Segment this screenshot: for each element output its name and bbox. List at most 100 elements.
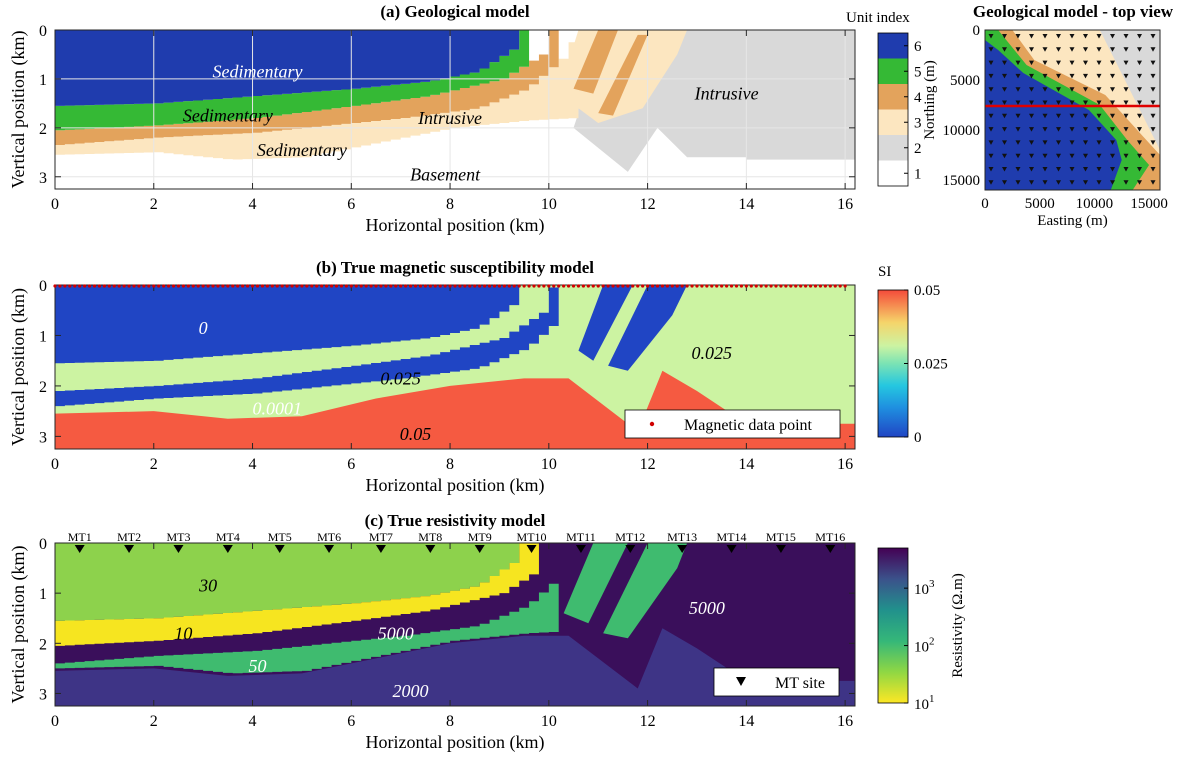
- magnetic-data-point: [631, 284, 635, 288]
- topview-station-marker: [1150, 167, 1156, 172]
- magnetic-legend-marker: [649, 421, 655, 427]
- magnetic-data-point: [804, 284, 808, 288]
- magnetic-data-point: [300, 284, 304, 288]
- magnetic-data-point: [478, 284, 482, 288]
- magnetic-data-point: [507, 284, 511, 288]
- topview-station-marker: [1150, 47, 1156, 52]
- topview-station-marker: [988, 87, 994, 92]
- topview-station-marker: [1069, 140, 1075, 145]
- topview-station-marker: [1002, 113, 1007, 119]
- susceptibility-label: 0.025: [380, 368, 421, 388]
- colorbar-swatch: [878, 109, 908, 135]
- topview-station-marker: [1056, 167, 1061, 172]
- topview-station-marker: [988, 113, 994, 119]
- magnetic-data-point: [196, 284, 200, 288]
- topview-station-marker: [988, 167, 994, 172]
- resistivity-label: 50: [248, 656, 266, 676]
- magnetic-data-point: [280, 284, 284, 288]
- magnetic-data-point: [641, 284, 645, 288]
- magnetic-data-point: [655, 284, 660, 288]
- magnetic-data-point: [690, 284, 694, 288]
- topview-station-marker: [1150, 180, 1156, 185]
- topview-station-marker: [1029, 73, 1034, 79]
- topview-station-marker: [1029, 100, 1034, 105]
- colorbar-tick-label: 3: [914, 115, 922, 131]
- topview-station-marker: [988, 180, 994, 185]
- colorbar-title: SI: [878, 264, 891, 280]
- magnetic-data-point: [838, 284, 842, 288]
- unit5-band: [55, 30, 530, 131]
- colorbar-tick-label: 6: [914, 39, 922, 55]
- magnetic-data-point: [404, 284, 408, 288]
- topview-y-tick-label: 0: [973, 23, 981, 39]
- x-tick-label: 2: [150, 456, 158, 473]
- topview-station-marker: [1083, 60, 1088, 66]
- topview-station-marker: [1042, 113, 1048, 119]
- magnetic-data-point: [784, 284, 788, 288]
- mt-site-label: MT2: [117, 530, 141, 544]
- magnetic-data-point: [260, 284, 265, 288]
- topview-station-marker: [1002, 167, 1007, 172]
- panel-b-title: (b) True magnetic susceptibility model: [316, 258, 594, 277]
- magnetic-data-point: [616, 284, 620, 288]
- x-tick-label: 2: [150, 713, 158, 730]
- resistivity-label: 5000: [378, 623, 414, 643]
- magnetic-data-point: [364, 284, 368, 288]
- topview-y-tick-label: 10000: [943, 123, 981, 139]
- magnetic-data-point: [112, 284, 116, 288]
- topview-station-marker: [988, 127, 994, 132]
- susceptibility-sliver: [608, 285, 688, 371]
- topview-station-marker: [1123, 127, 1129, 132]
- mt-site-label: MT13: [667, 530, 697, 544]
- magnetic-data-point: [586, 284, 590, 288]
- topview-station-marker: [1029, 167, 1034, 172]
- topview-station-marker: [1015, 113, 1021, 119]
- resistivity-label: 2000: [393, 681, 429, 701]
- colorbar-tick-label: 5: [914, 64, 922, 80]
- magnetic-data-point: [142, 284, 146, 288]
- colorbar-title: Resistivity (Ω.m): [950, 573, 966, 677]
- x-tick-label: 8: [446, 196, 454, 213]
- topview-station-marker: [1150, 100, 1156, 105]
- resistivity-sliver: [563, 543, 628, 624]
- magnetic-data-point: [670, 284, 674, 288]
- topview-station-marker: [1123, 47, 1129, 52]
- magnetic-data-point: [236, 284, 240, 288]
- x-tick-label: 4: [249, 196, 257, 213]
- magnetic-data-point: [171, 284, 176, 288]
- unit-label: Intrusive: [417, 108, 482, 128]
- mt-site-marker: [375, 545, 386, 553]
- topview-station-marker: [1002, 100, 1007, 105]
- colorbar-tick-label: 1: [914, 166, 922, 182]
- topview-station-marker: [988, 153, 994, 159]
- magnetic-data-point: [157, 284, 161, 288]
- unit-label: Sedimentary: [212, 62, 302, 82]
- magnetic-data-point: [700, 284, 704, 288]
- topview-station-marker: [1123, 113, 1129, 119]
- magnetic-data-point: [270, 284, 274, 288]
- magnetic-data-point: [384, 284, 388, 288]
- topview-station-marker: [1002, 180, 1007, 185]
- topview-station-marker: [1123, 140, 1129, 145]
- magnetic-data-point: [315, 284, 319, 288]
- x-tick-label: 16: [837, 713, 853, 730]
- topview-station-marker: [1056, 87, 1061, 92]
- topview-station-marker: [1137, 100, 1142, 105]
- magnetic-data-point: [339, 284, 344, 288]
- magnetic-data-point: [201, 284, 205, 288]
- magnetic-data-point: [275, 284, 279, 288]
- magnetic-data-point: [744, 284, 748, 288]
- topview-station-marker: [1150, 140, 1156, 145]
- axes-frame: [54, 29, 856, 190]
- mt-site-marker: [173, 545, 184, 553]
- topview-station-marker: [1083, 113, 1088, 119]
- y-tick-label: 3: [39, 686, 47, 703]
- magnetic-legend-label: Magnetic data point: [684, 417, 813, 434]
- magnetic-data-point: [764, 284, 768, 288]
- magnetic-data-point: [487, 284, 492, 288]
- topview-x-tick-label: 15000: [1130, 196, 1168, 212]
- topview-station-marker: [1083, 167, 1088, 172]
- magnetic-data-point: [492, 284, 497, 288]
- topview-station-marker: [1110, 34, 1115, 39]
- y-tick-label: 0: [39, 536, 47, 553]
